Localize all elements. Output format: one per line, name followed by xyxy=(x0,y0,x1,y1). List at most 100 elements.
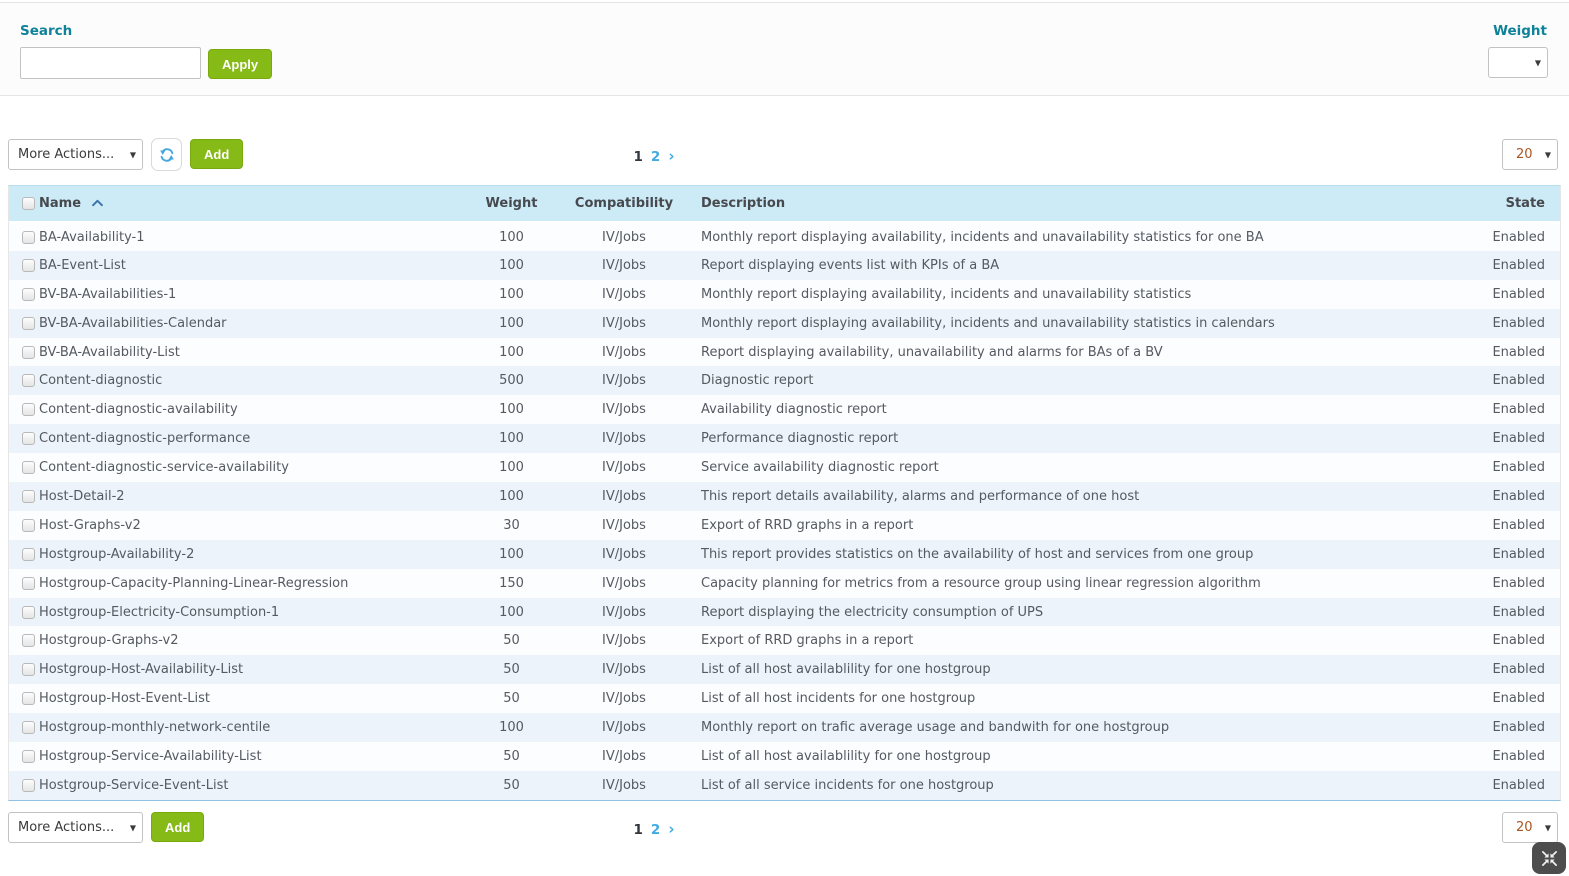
row-weight: 100 xyxy=(499,488,524,504)
column-header-description[interactable]: Description xyxy=(701,195,786,211)
row-compatibility: IV/Jobs xyxy=(602,488,646,504)
row-weight: 100 xyxy=(499,431,524,447)
row-name[interactable]: BV-BA-Availability-List xyxy=(39,344,180,360)
row-weight: 100 xyxy=(499,257,524,273)
more-actions-select[interactable]: More Actions... xyxy=(8,139,143,170)
row-checkbox[interactable] xyxy=(22,634,35,648)
row-compatibility: IV/Jobs xyxy=(602,344,646,360)
row-name[interactable]: Host-Graphs-v2 xyxy=(39,517,141,533)
row-name[interactable]: Hostgroup-monthly-network-centile xyxy=(39,720,271,736)
row-checkbox[interactable] xyxy=(22,432,35,446)
row-checkbox[interactable] xyxy=(22,778,35,792)
row-checkbox[interactable] xyxy=(22,230,35,244)
row-weight: 100 xyxy=(499,460,524,476)
table-row: BV-BA-Availabilities-Calendar 100 IV/Job… xyxy=(9,308,1560,338)
column-header-name[interactable]: Name xyxy=(39,186,474,222)
row-state: Enabled xyxy=(1492,373,1545,389)
select-all-checkbox[interactable] xyxy=(22,196,35,210)
row-checkbox[interactable] xyxy=(22,258,35,272)
page-size-select-bottom[interactable]: 20 xyxy=(1502,812,1558,843)
row-name[interactable]: Host-Detail-2 xyxy=(39,488,125,504)
sort-ascending-chevron-up-icon xyxy=(92,199,103,207)
row-name[interactable]: Content-diagnostic-service-availability xyxy=(39,460,289,476)
row-state: Enabled xyxy=(1492,257,1545,273)
page-size-select-top[interactable]: 20 xyxy=(1502,139,1558,170)
weight-filter-select[interactable] xyxy=(1488,47,1548,78)
row-checkbox[interactable] xyxy=(22,576,35,590)
next-page-chevron-right-icon[interactable]: › xyxy=(668,147,675,165)
row-compatibility: IV/Jobs xyxy=(602,720,646,736)
row-state: Enabled xyxy=(1492,720,1545,736)
page-1-current-bottom[interactable]: 1 xyxy=(633,822,643,838)
row-checkbox[interactable] xyxy=(22,721,35,735)
table-row: Hostgroup-Electricity-Consumption-1 100 … xyxy=(9,597,1560,627)
row-name[interactable]: BA-Availability-1 xyxy=(39,229,145,245)
row-compatibility: IV/Jobs xyxy=(602,748,646,764)
row-weight: 100 xyxy=(499,604,524,620)
table-row: Hostgroup-Capacity-Planning-Linear-Regre… xyxy=(9,568,1560,598)
row-checkbox[interactable] xyxy=(22,547,35,561)
row-weight: 500 xyxy=(499,373,524,389)
more-actions-select-bottom[interactable]: More Actions... xyxy=(8,812,143,843)
row-checkbox[interactable] xyxy=(22,663,35,677)
row-name[interactable]: Hostgroup-Electricity-Consumption-1 xyxy=(39,604,280,620)
row-name[interactable]: Hostgroup-Host-Event-List xyxy=(39,691,210,707)
row-name[interactable]: Content-diagnostic xyxy=(39,373,163,389)
apply-button[interactable]: Apply xyxy=(208,49,273,79)
row-name[interactable]: Hostgroup-Availability-2 xyxy=(39,546,195,562)
add-button-bottom[interactable]: Add xyxy=(151,812,205,842)
page-size-select-wrapper-top: 20 xyxy=(1502,139,1558,170)
row-name[interactable]: Content-diagnostic-availability xyxy=(39,402,238,418)
weight-filter-label: Weight xyxy=(1493,23,1547,39)
row-checkbox[interactable] xyxy=(22,403,35,417)
row-state: Enabled xyxy=(1492,691,1545,707)
table-row: BA-Availability-1 100 IV/Jobs Monthly re… xyxy=(9,222,1560,251)
compress-button[interactable] xyxy=(1532,842,1566,874)
row-checkbox[interactable] xyxy=(22,461,35,475)
row-state: Enabled xyxy=(1492,488,1545,504)
row-name[interactable]: Content-diagnostic-performance xyxy=(39,431,251,447)
refresh-button[interactable] xyxy=(151,138,182,171)
row-name[interactable]: Hostgroup-Service-Availability-List xyxy=(39,748,262,764)
column-header-state[interactable]: State xyxy=(1505,195,1545,211)
row-description: Export of RRD graphs in a report xyxy=(701,633,914,649)
row-checkbox[interactable] xyxy=(22,692,35,706)
row-state: Enabled xyxy=(1492,546,1545,562)
weight-filter-select-wrapper xyxy=(1488,47,1548,78)
compress-arrows-icon xyxy=(1540,849,1559,868)
row-checkbox[interactable] xyxy=(22,345,35,359)
pagination-bottom: 1 2 › xyxy=(594,820,714,838)
row-weight: 50 xyxy=(503,633,520,649)
row-name[interactable]: Hostgroup-Host-Availability-List xyxy=(39,662,244,678)
row-weight: 100 xyxy=(499,344,524,360)
row-name[interactable]: BV-BA-Availabilities-Calendar xyxy=(39,315,227,331)
row-compatibility: IV/Jobs xyxy=(602,575,646,591)
next-page-chevron-right-icon-bottom[interactable]: › xyxy=(668,820,675,838)
search-input[interactable] xyxy=(20,47,201,79)
row-checkbox[interactable] xyxy=(22,287,35,301)
page-1-current[interactable]: 1 xyxy=(633,149,643,165)
row-weight: 100 xyxy=(499,229,524,245)
row-name[interactable]: Hostgroup-Graphs-v2 xyxy=(39,633,179,649)
row-description: Capacity planning for metrics from a res… xyxy=(701,575,1261,591)
row-checkbox[interactable] xyxy=(22,518,35,532)
column-header-weight[interactable]: Weight xyxy=(485,195,538,211)
row-checkbox[interactable] xyxy=(22,489,35,503)
row-state: Enabled xyxy=(1492,777,1545,793)
page-2-link[interactable]: 2 xyxy=(650,149,661,165)
row-name[interactable]: BV-BA-Availabilities-1 xyxy=(39,286,177,302)
row-checkbox[interactable] xyxy=(22,605,35,619)
row-description: List of all service incidents for one ho… xyxy=(701,777,994,793)
table-row: Hostgroup-Service-Event-List 50 IV/Jobs … xyxy=(9,770,1560,800)
row-name[interactable]: Hostgroup-Capacity-Planning-Linear-Regre… xyxy=(39,575,349,591)
page-2-link-bottom[interactable]: 2 xyxy=(650,822,661,838)
add-button[interactable]: Add xyxy=(190,139,244,169)
pagination-top: 1 2 › xyxy=(594,147,714,165)
row-compatibility: IV/Jobs xyxy=(602,229,646,245)
row-name[interactable]: BA-Event-List xyxy=(39,257,126,273)
row-checkbox[interactable] xyxy=(22,316,35,330)
column-header-compatibility[interactable]: Compatibility xyxy=(574,195,674,211)
row-checkbox[interactable] xyxy=(22,374,35,388)
row-name[interactable]: Hostgroup-Service-Event-List xyxy=(39,777,229,793)
row-checkbox[interactable] xyxy=(22,749,35,763)
